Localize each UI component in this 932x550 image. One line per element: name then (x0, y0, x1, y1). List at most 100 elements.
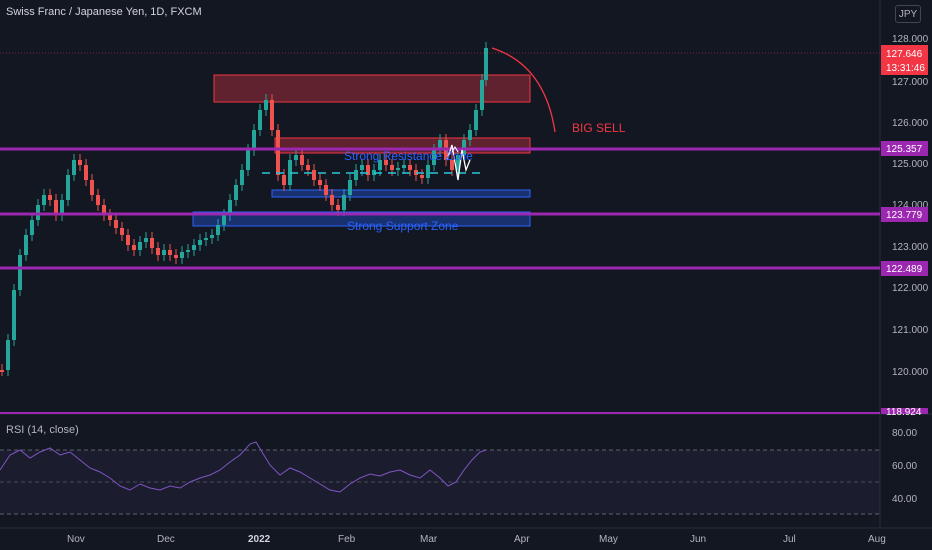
candle-body (324, 185, 328, 195)
candle-body (108, 215, 112, 220)
price-pane[interactable] (0, 0, 880, 414)
last-price-badge (881, 45, 928, 75)
symbol-title[interactable]: Swiss Franc / Japanese Yen, 1D, FXCM (6, 6, 202, 18)
time-axis[interactable]: Nov Dec 2022 Feb Mar Apr May Jun Jul Aug (67, 534, 886, 545)
time-tick: Mar (420, 534, 438, 545)
candle-body (336, 205, 340, 210)
candle-body (102, 205, 106, 215)
price-tick: 120.000 (892, 367, 929, 378)
time-tick: Nov (67, 534, 85, 545)
candle-body (348, 180, 352, 195)
rsi-tick: 60.00 (892, 461, 917, 472)
last-price-value: 127.646 (886, 49, 923, 60)
time-tick: Dec (157, 534, 175, 545)
rsi-line[interactable] (0, 441, 487, 493)
candle-body (258, 110, 262, 130)
candle-body (72, 160, 76, 175)
candle-body (408, 165, 412, 170)
candle-body (66, 175, 70, 200)
rsi-tick: 80.00 (892, 428, 917, 439)
candle-body (192, 245, 196, 250)
candle-body (174, 255, 178, 258)
candle-body (300, 155, 304, 165)
candle-body (126, 235, 130, 245)
candle-body (366, 165, 370, 175)
candle-body (186, 250, 190, 252)
projection-path[interactable] (446, 144, 471, 181)
time-tick: Jul (783, 534, 796, 545)
candle-body (42, 195, 46, 205)
resistance-zone-label[interactable]: Strong Resistance Zone (344, 149, 473, 163)
rsi-indicator-label[interactable]: RSI (14, close) (6, 424, 79, 436)
candle-body (120, 228, 124, 235)
price-tick: 121.000 (892, 325, 929, 336)
candle-body (96, 195, 100, 205)
candlestick-series (0, 42, 488, 376)
candle-body (468, 130, 472, 140)
candle-body (222, 215, 226, 225)
price-axis[interactable]: 128.000 127.000 126.000 125.000 124.000 … (892, 34, 929, 378)
support-band-box[interactable] (271, 189, 531, 198)
time-tick: Feb (338, 534, 356, 545)
price-tick: 123.000 (892, 242, 929, 253)
level-label-122489: 122.489 (886, 264, 923, 275)
candle-body (210, 235, 214, 238)
time-tick: 2022 (248, 534, 271, 545)
time-tick: May (599, 534, 618, 545)
rsi-tick: 40.00 (892, 494, 917, 505)
candle-body (450, 160, 454, 170)
candle-body (138, 242, 142, 250)
candle-body (0, 370, 4, 372)
candle-body (144, 238, 148, 242)
candle-body (246, 150, 250, 170)
candle-body (228, 200, 232, 215)
candle-body (12, 290, 16, 340)
candle-body (198, 240, 202, 245)
currency-button[interactable]: JPY (895, 5, 921, 23)
price-tick: 122.000 (892, 283, 929, 294)
candle-body (330, 195, 334, 205)
candle-body (180, 252, 184, 258)
candle-body (48, 195, 52, 200)
candle-body (480, 80, 484, 110)
projection-arrow-icon (451, 146, 459, 153)
candle-body (420, 175, 424, 178)
big-sell-label[interactable]: BIG SELL (572, 121, 626, 135)
upper-resistance-box[interactable] (213, 74, 531, 103)
candle-body (60, 200, 64, 215)
candle-body (78, 160, 82, 165)
level-label-bg (881, 261, 928, 276)
candle-body (456, 155, 460, 170)
candle-body (216, 225, 220, 235)
candle-body (6, 340, 10, 370)
candle-body (150, 238, 154, 248)
candle-body (240, 170, 244, 185)
candle-body (252, 130, 256, 150)
candle-body (484, 48, 488, 80)
countdown-timer: 13:31:46 (886, 63, 925, 74)
big-sell-arc[interactable] (491, 47, 556, 133)
price-tick: 127.000 (892, 77, 929, 88)
candle-body (168, 250, 172, 255)
candle-body (18, 255, 22, 290)
level-label-bg (881, 141, 928, 156)
candle-body (24, 235, 28, 255)
candle-body (384, 160, 388, 165)
price-tick: 124.000 (892, 200, 929, 211)
price-tick: 125.000 (892, 159, 929, 170)
candle-body (114, 220, 118, 228)
candle-body (54, 200, 58, 215)
candle-body (162, 250, 166, 255)
price-tick: 126.000 (892, 118, 929, 129)
support-zone-label[interactable]: Strong Support Zone (347, 219, 459, 233)
candle-body (354, 170, 358, 180)
candle-body (396, 168, 400, 170)
candle-body (282, 175, 286, 185)
time-tick: Apr (514, 534, 530, 545)
candle-body (132, 245, 136, 250)
candle-body (438, 140, 442, 150)
candle-body (156, 248, 160, 255)
time-tick: Jun (690, 534, 706, 545)
